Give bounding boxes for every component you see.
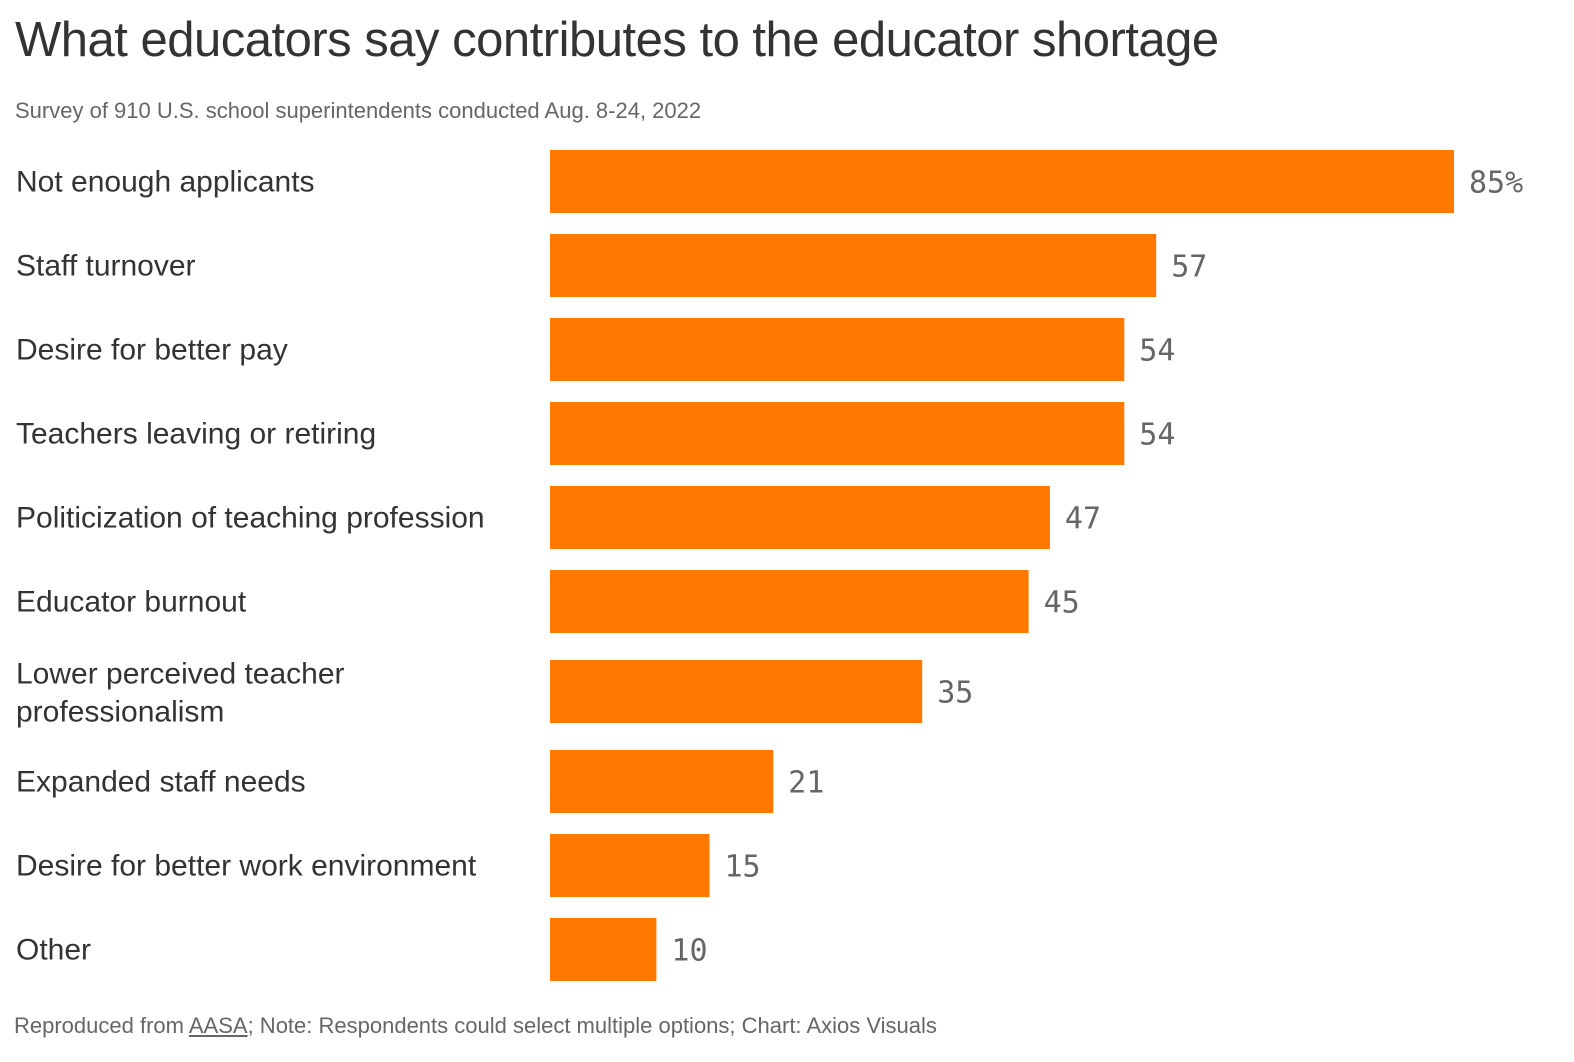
bar (550, 402, 1125, 465)
bar (550, 234, 1157, 297)
value-label: 54 (1139, 418, 1175, 453)
bar (550, 486, 1050, 549)
chart-footer: Reproduced from AASA; Note: Respondents … (14, 1013, 937, 1039)
value-label: 10 (671, 934, 707, 969)
category-label-line: professionalism (16, 696, 224, 729)
bars-group (550, 150, 1454, 981)
category-label: Educator burnout (16, 586, 247, 619)
bar (550, 750, 774, 813)
category-label: Not enough applicants (16, 166, 315, 199)
category-labels-group: Not enough applicants Staff turnover Desir… (16, 166, 485, 967)
category-label: Desire for better work environment (16, 850, 477, 883)
value-label: 47 (1065, 502, 1101, 537)
bar (550, 570, 1029, 633)
bar (550, 150, 1454, 213)
category-label: Lower perceived teacher professionalism (16, 658, 345, 729)
chart-subtitle: Survey of 910 U.S. school superintendent… (15, 98, 702, 123)
value-label: 21 (788, 766, 824, 801)
category-label: Staff turnover (16, 250, 196, 283)
value-label: 85% (1469, 166, 1523, 201)
value-label: 45 (1044, 586, 1080, 621)
category-label: Teachers leaving or retiring (16, 418, 376, 451)
footer-note: ; Note: Respondents could select multipl… (247, 1013, 937, 1038)
bar (550, 660, 923, 723)
source-link[interactable]: AASA (188, 1013, 248, 1038)
chart-title: What educators say contributes to the ed… (15, 13, 1219, 67)
footer-prefix: Reproduced from (14, 1013, 189, 1038)
value-label: 35 (937, 676, 973, 711)
bar (550, 918, 657, 981)
category-label-line: Lower perceived teacher (16, 658, 345, 691)
category-label: Other (16, 934, 91, 967)
category-label: Expanded staff needs (16, 766, 306, 799)
value-label: 54 (1139, 334, 1175, 369)
value-label: 15 (725, 850, 761, 885)
value-label: 57 (1171, 250, 1207, 285)
bar (550, 834, 710, 897)
value-labels-group: 85% 57 54 54 47 45 35 21 15 10 (671, 166, 1523, 969)
category-label: Desire for better pay (16, 334, 288, 367)
category-label: Politicization of teaching profession (16, 502, 485, 535)
bar (550, 318, 1125, 381)
